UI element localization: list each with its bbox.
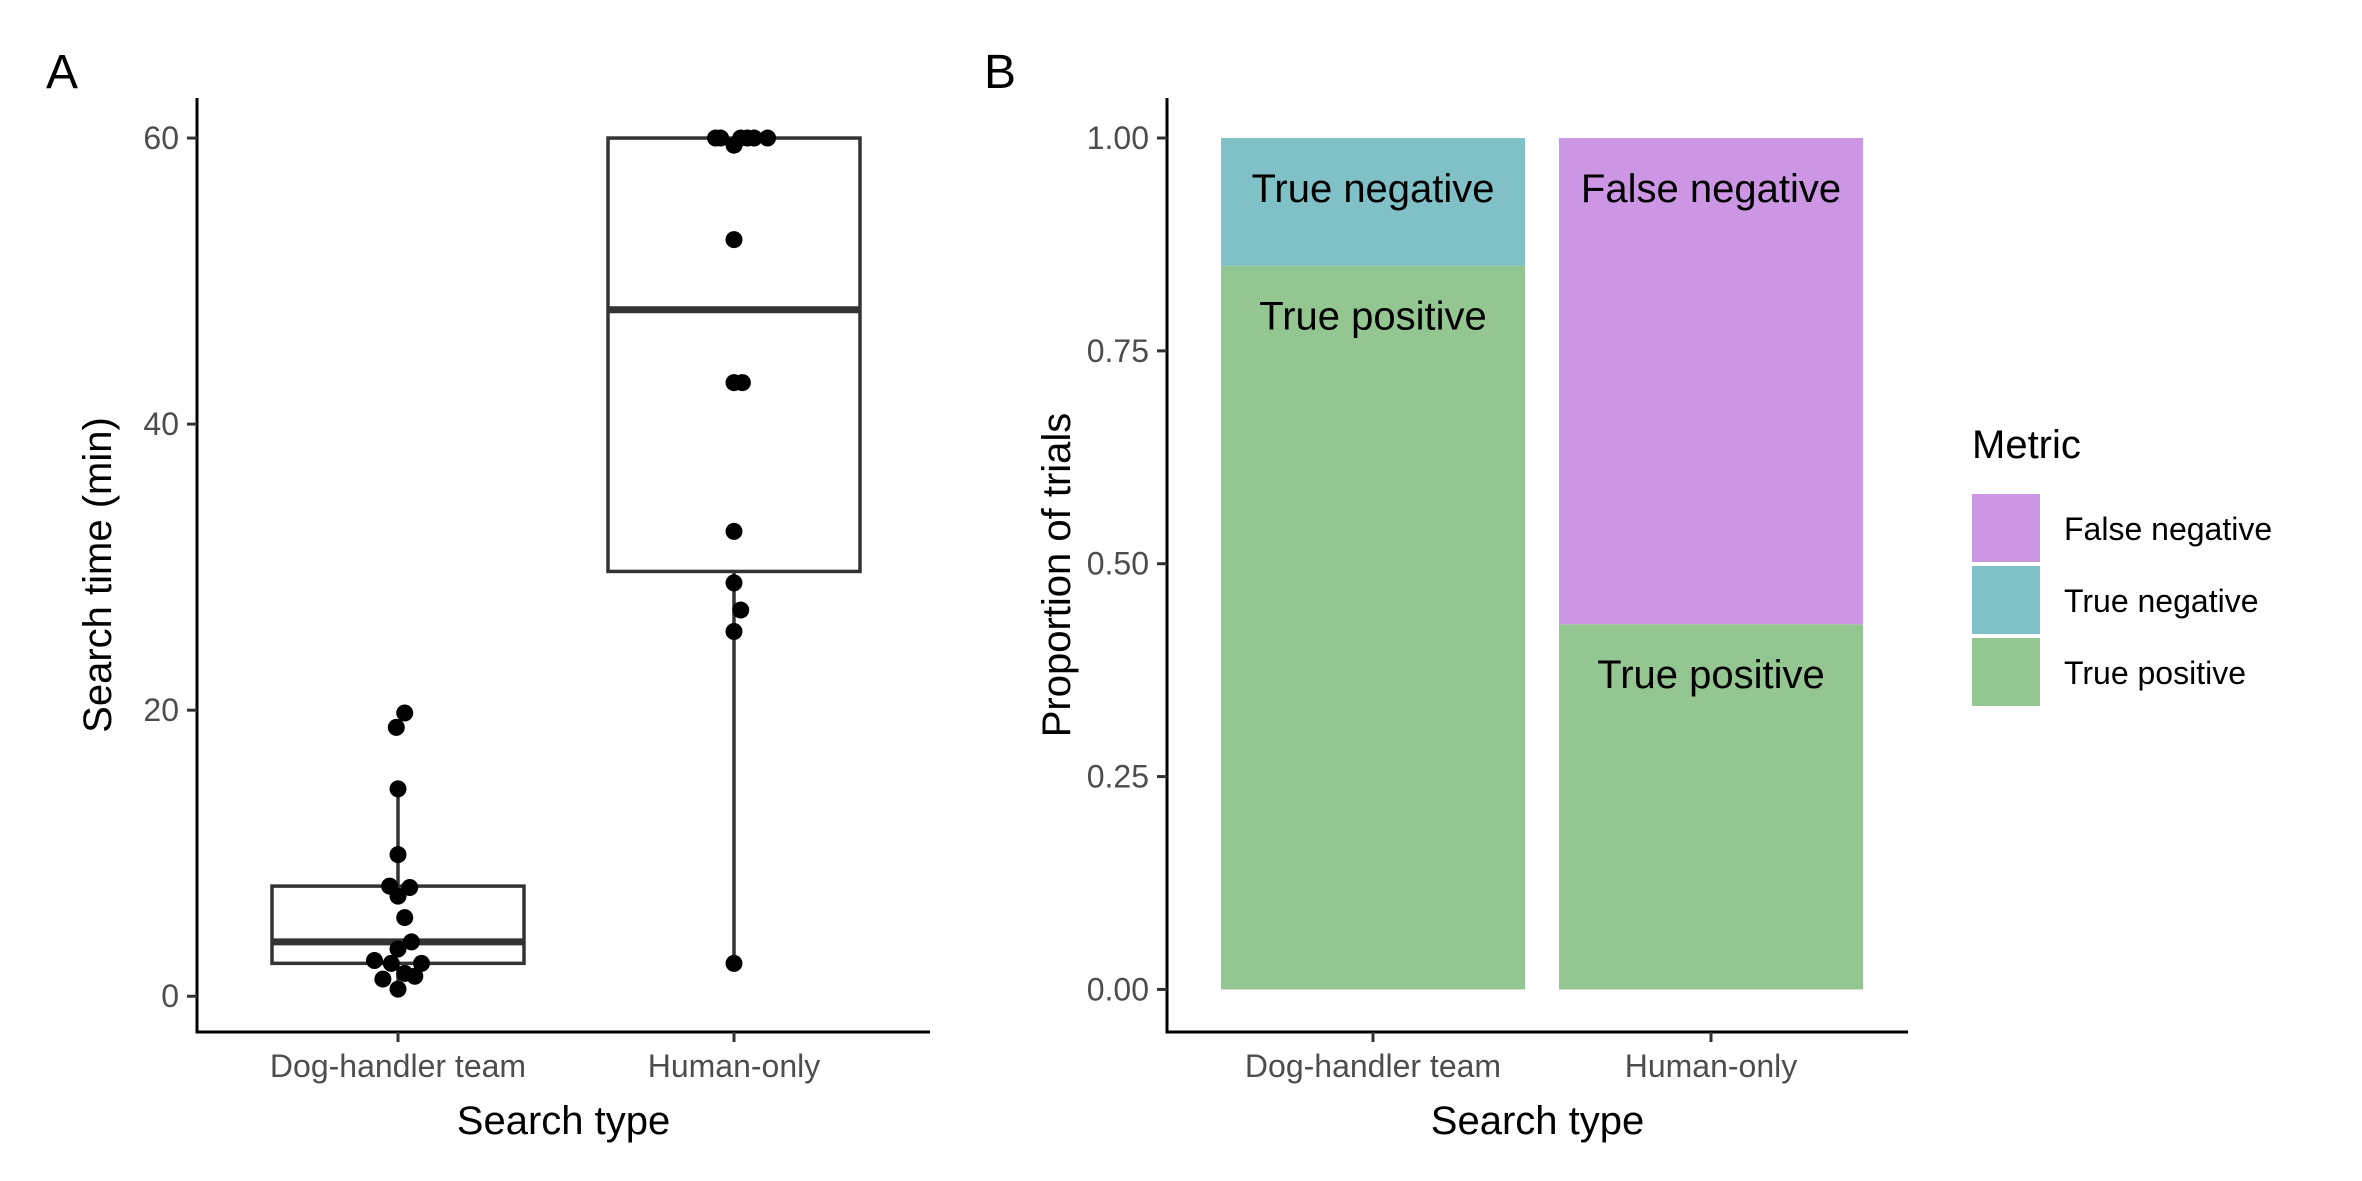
x-axis-title-b: Search type [1431, 1099, 1644, 1143]
panel-letter-a: A [46, 46, 78, 99]
y-tick-label-a: 60 [143, 120, 179, 156]
legend-label-true-positive: True positive [2064, 655, 2246, 691]
data-point-dog-handler-team [374, 970, 392, 988]
bar-label-dog-handler-team-true-positive: True positive [1259, 295, 1487, 339]
data-point-human-only [745, 129, 763, 147]
data-point-dog-handler-team [389, 780, 407, 798]
data-point-human-only [712, 129, 730, 147]
data-point-human-only [725, 522, 743, 540]
y-tick-label-a: 20 [143, 692, 179, 728]
x-tick-label-b: Human-only [1625, 1048, 1798, 1084]
axes-a: 0 20 40 60 Dog-handler team Human-only [143, 98, 930, 1084]
panel-letter-b: B [984, 46, 1016, 99]
data-point-dog-handler-team [389, 940, 407, 958]
data-point-human-only [732, 601, 750, 619]
x-tick-label-b: Dog-handler team [1245, 1048, 1501, 1084]
data-point-dog-handler-team [396, 909, 414, 927]
point-layer [365, 129, 777, 998]
y-tick-label-a: 0 [161, 978, 179, 1014]
data-point-dog-handler-team [387, 718, 405, 736]
legend-key-false-negative [1972, 494, 2040, 562]
x-axis-title-a: Search type [457, 1099, 670, 1143]
data-point-human-only [725, 136, 743, 154]
legend-title: Metric [1972, 423, 2081, 467]
box-layer [270, 136, 862, 990]
data-point-human-only [759, 129, 777, 147]
data-point-dog-handler-team [396, 704, 414, 722]
bar-segment-dog-handler-team-true-positive [1221, 265, 1525, 990]
bar-label-layer: True negative True positive False negative… [1251, 167, 1841, 697]
data-point-dog-handler-team [406, 967, 424, 985]
y-tick-label-b: 0.75 [1087, 333, 1149, 369]
data-point-human-only [725, 954, 743, 972]
y-tick-label-b: 0.50 [1087, 546, 1149, 582]
data-point-human-only [725, 574, 743, 592]
legend-entries: False negative True negative True positive [1972, 494, 2272, 706]
bar-label-dog-handler-team-true-negative: True negative [1251, 167, 1494, 211]
y-tick-label-b: 0.25 [1087, 759, 1149, 795]
data-point-human-only [733, 374, 751, 392]
bar-label-human-only-true-positive: True positive [1597, 653, 1825, 697]
legend-key-true-negative [1972, 566, 2040, 634]
axes-b: 0.00 0.25 0.50 0.75 1.00 Dog-handler team Huma… [1087, 98, 1908, 1084]
box-human-only [606, 136, 862, 574]
data-point-dog-handler-team [365, 951, 383, 969]
data-point-dog-handler-team [402, 933, 420, 951]
bar-segment-human-only-false-negative [1559, 138, 1863, 625]
y-axis-title-b: Proportion of trials [1035, 413, 1079, 738]
data-point-dog-handler-team [382, 954, 400, 972]
bar-segment-human-only-true-positive [1559, 624, 1863, 990]
legend-key-true-positive [1972, 638, 2040, 706]
panel-b-stacked-bar: B True negative True positive False negati… [984, 46, 1908, 1143]
data-point-dog-handler-team [401, 879, 419, 897]
y-tick-label-a: 40 [143, 406, 179, 442]
y-tick-label-b: 0.00 [1087, 971, 1149, 1007]
x-tick-label-a: Dog-handler team [270, 1048, 526, 1084]
data-point-dog-handler-team [389, 887, 407, 905]
bar-label-human-only-false-negative: False negative [1581, 167, 1841, 211]
data-point-dog-handler-team [413, 954, 431, 972]
bar-segment-dog-handler-team-true-negative [1221, 138, 1525, 266]
panel-a-box-plot: A 0 20 40 60 Dog-handler team Human-only Sear… [46, 46, 930, 1143]
data-point-human-only [725, 231, 743, 249]
data-point-dog-handler-team [389, 980, 407, 998]
legend: Metric False negative True negative True p… [1972, 423, 2272, 706]
data-point-dog-handler-team [389, 846, 407, 864]
y-tick-label-b: 1.00 [1087, 120, 1149, 156]
bar-layer [1221, 138, 1863, 990]
legend-label-true-negative: True negative [2064, 583, 2258, 619]
legend-label-false-negative: False negative [2064, 511, 2272, 547]
x-tick-label-a: Human-only [648, 1048, 821, 1084]
y-axis-title-a: Search time (min) [76, 417, 120, 733]
data-point-human-only [725, 623, 743, 641]
